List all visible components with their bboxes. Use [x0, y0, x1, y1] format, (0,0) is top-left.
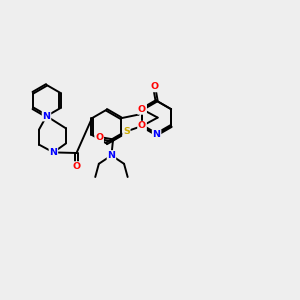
Text: N: N: [153, 130, 160, 139]
Text: O: O: [150, 82, 158, 91]
Text: N: N: [107, 151, 116, 160]
Text: N: N: [138, 105, 146, 114]
Text: O: O: [95, 134, 103, 142]
Text: N: N: [43, 112, 50, 121]
Text: S: S: [123, 127, 130, 136]
Text: O: O: [138, 105, 146, 114]
Text: N: N: [50, 148, 57, 157]
Text: O: O: [138, 122, 146, 130]
Text: O: O: [72, 162, 81, 171]
